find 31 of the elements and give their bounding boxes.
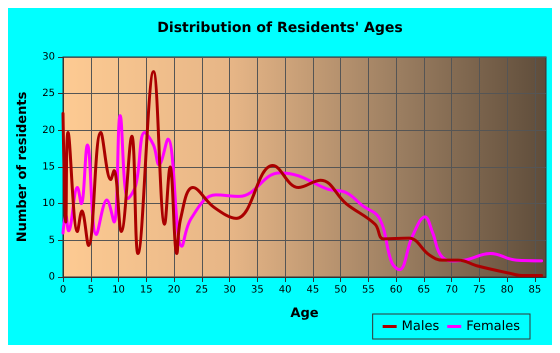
y-tick-label: 5 xyxy=(48,234,55,246)
x-tick-label: 60 xyxy=(390,284,402,296)
x-tick-label: 75 xyxy=(473,284,486,296)
y-tick-label: 15 xyxy=(42,162,55,172)
legend-label: Females xyxy=(466,319,520,334)
y-tick-label: 20 xyxy=(42,124,55,136)
line-series xyxy=(62,70,544,278)
x-tick-label: 5 xyxy=(88,284,94,296)
y-tick-label: 25 xyxy=(42,88,55,100)
x-tick-label: 85 xyxy=(528,284,542,296)
y-tick-label: 0 xyxy=(48,272,55,282)
y-tick-label: 30 xyxy=(42,52,55,62)
y-axis-title: Number of residents xyxy=(15,91,30,242)
x-tick-label: 10 xyxy=(112,284,125,296)
x-tick-label: 45 xyxy=(306,284,320,296)
x-tick-label: 70 xyxy=(445,284,458,296)
x-tick-label: 15 xyxy=(140,284,153,296)
legend-label: Males xyxy=(402,319,440,334)
x-tick-label: 35 xyxy=(250,284,264,296)
x-axis-title: Age xyxy=(290,306,319,321)
x-tick-label: 20 xyxy=(168,284,180,296)
x-tick-label: 30 xyxy=(223,284,236,296)
x-tick-label: 50 xyxy=(334,284,347,296)
x-tick-label: 55 xyxy=(362,284,375,296)
chart-title: Distribution of Residents' Ages xyxy=(157,20,403,36)
x-tick-label: 0 xyxy=(60,284,66,296)
x-tick-label: 25 xyxy=(195,284,208,296)
x-tick-label: 80 xyxy=(500,284,514,296)
x-tick-label: 65 xyxy=(417,284,430,296)
y-tick-label: 10 xyxy=(42,198,55,210)
x-tick-label: 40 xyxy=(278,284,292,296)
